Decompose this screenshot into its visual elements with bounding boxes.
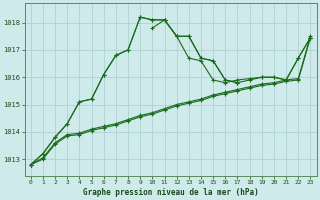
X-axis label: Graphe pression niveau de la mer (hPa): Graphe pression niveau de la mer (hPa) bbox=[83, 188, 259, 197]
